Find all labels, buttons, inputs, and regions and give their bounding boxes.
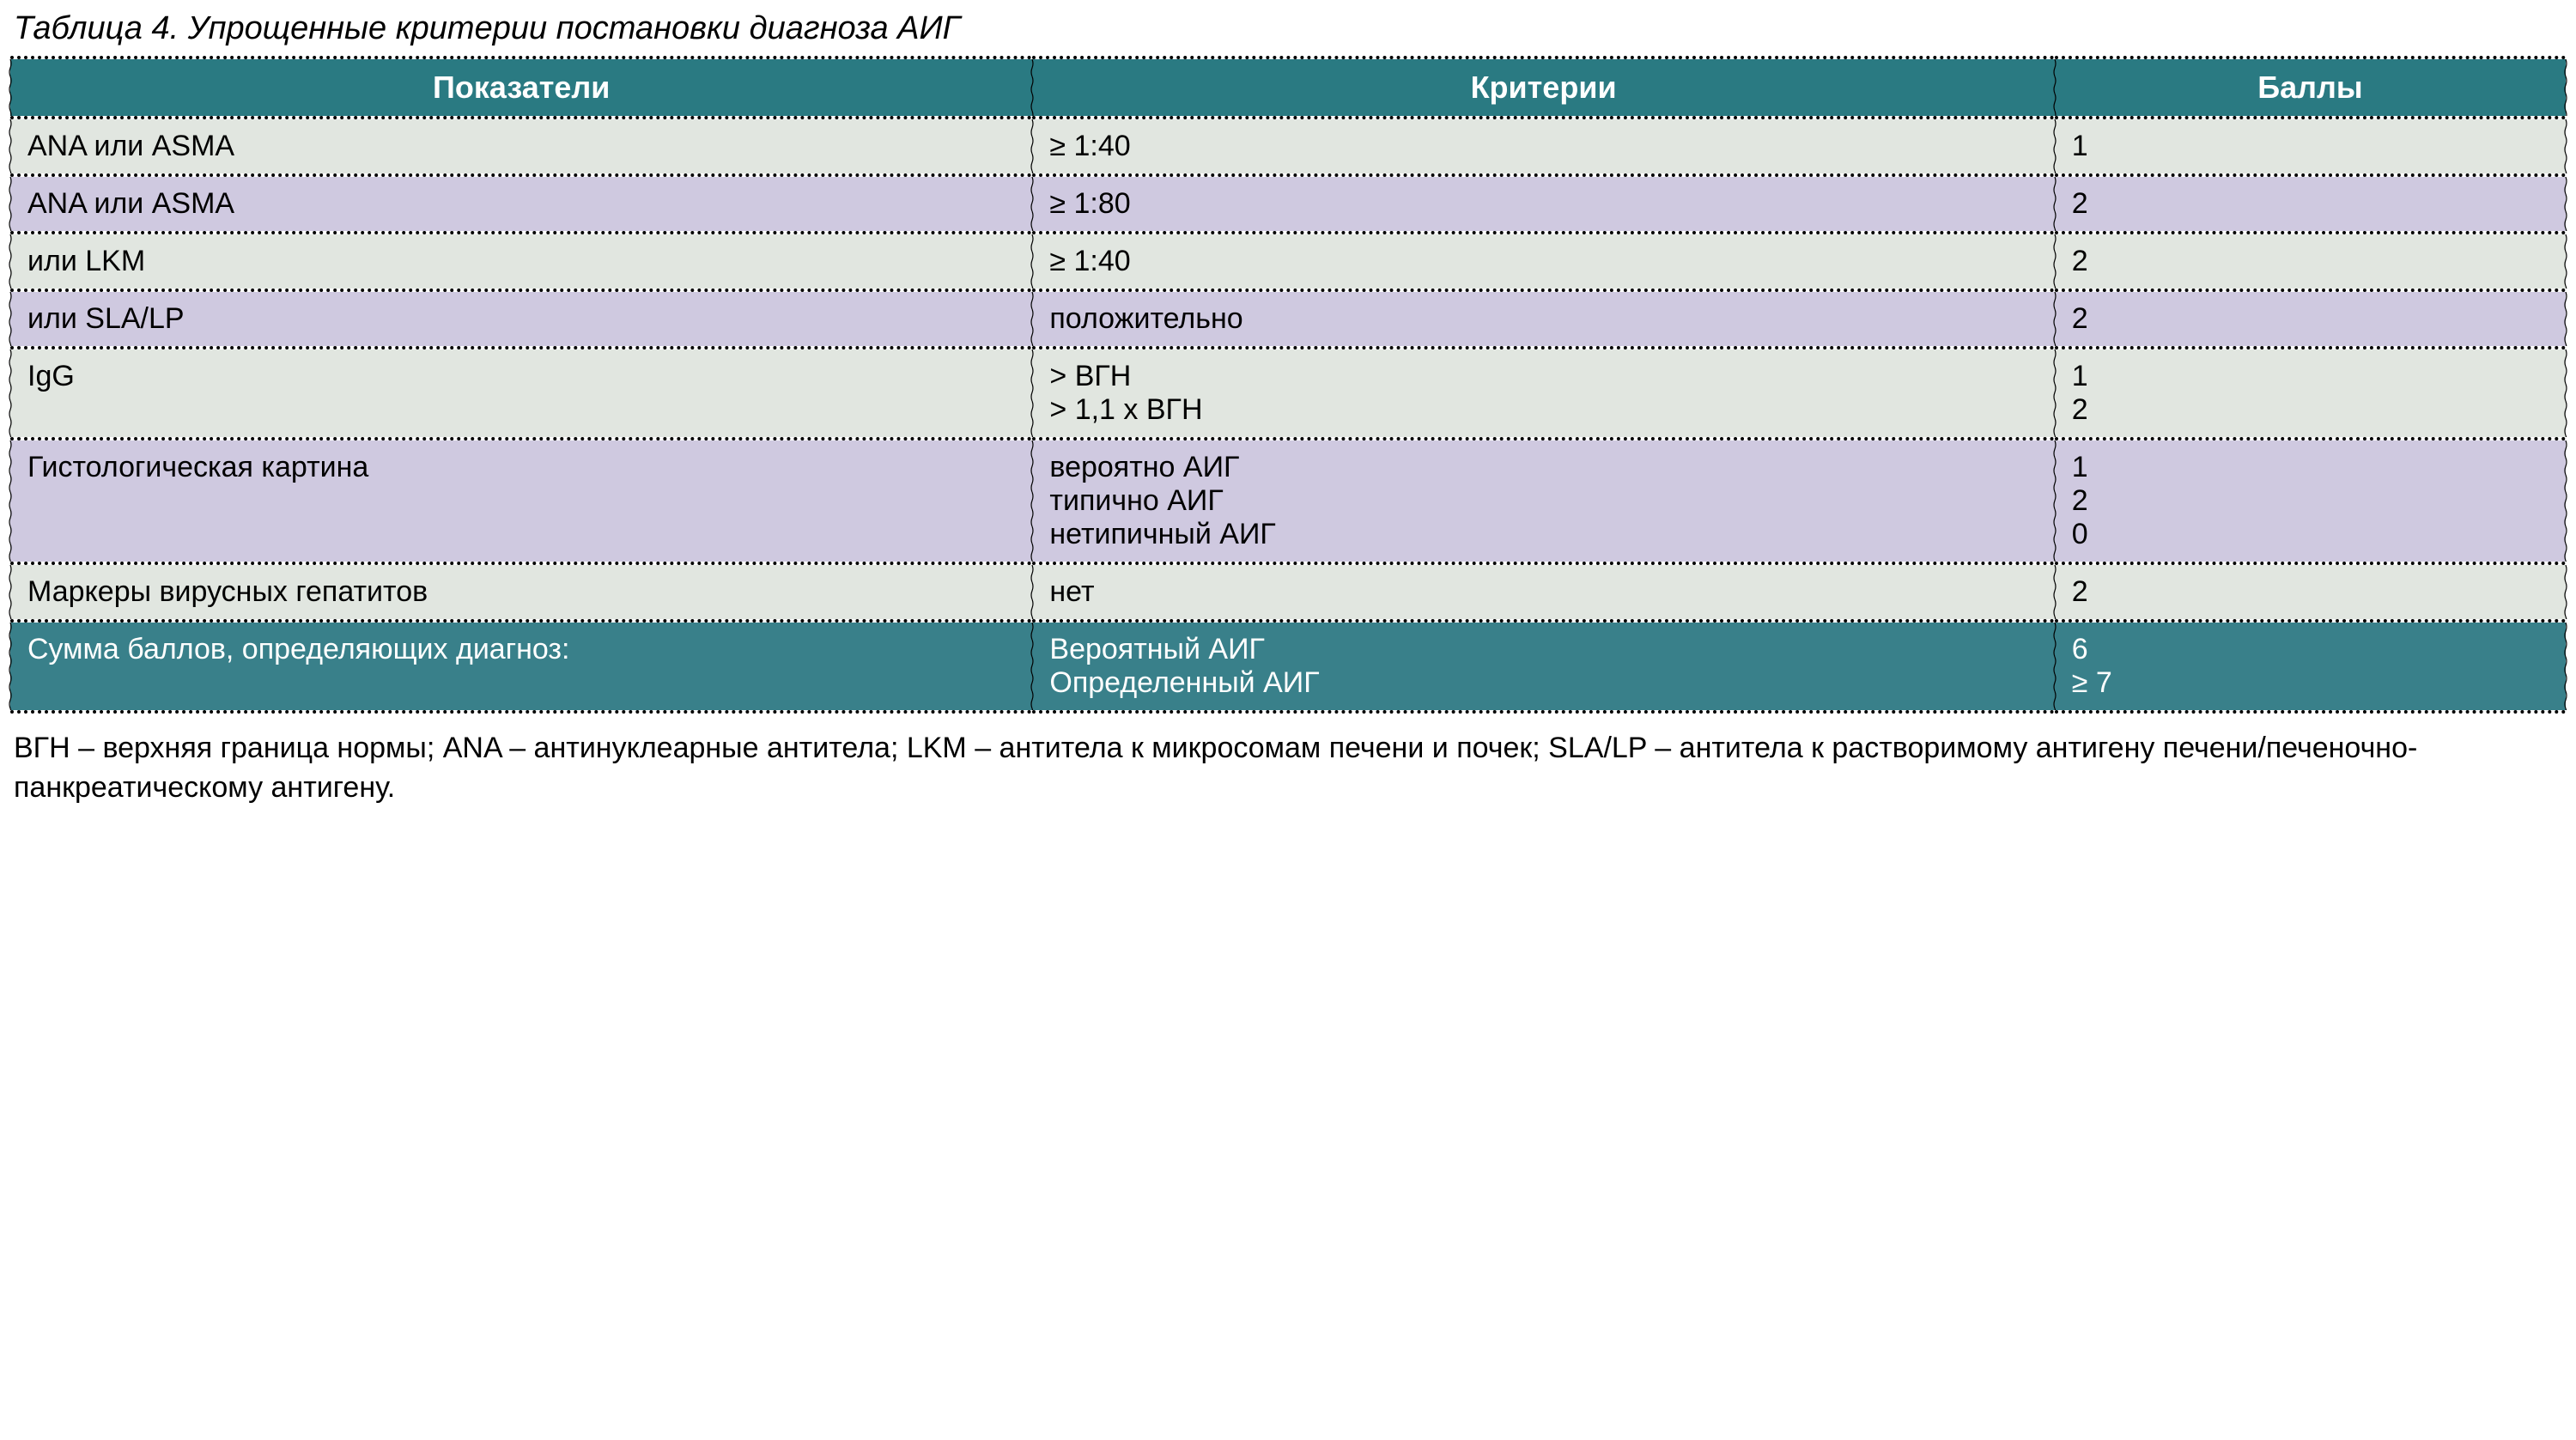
cell-indicator: IgG (10, 348, 1032, 439)
cell-score: 1 2 (2055, 348, 2566, 439)
cell-score: 2 (2055, 290, 2566, 348)
cell-indicator: или SLA/LP (10, 290, 1032, 348)
table-header-row: Показатели Критерии Баллы (10, 58, 2566, 118)
table-row: IgG> ВГН > 1,1 х ВГН1 2 (10, 348, 2566, 439)
cell-score: 2 (2055, 175, 2566, 233)
cell-criteria: ≥ 1:40 (1032, 118, 2054, 175)
table-footnote: ВГН – верхняя граница нормы; ANA – антин… (14, 729, 2562, 808)
cell-score: 2 (2055, 563, 2566, 621)
table-summary-row: Сумма баллов, определяющих диагноз:Вероя… (10, 621, 2566, 712)
cell-criteria: ≥ 1:40 (1032, 233, 2054, 290)
table-row: Маркеры вирусных гепатитовнет2 (10, 563, 2566, 621)
header-score: Баллы (2055, 58, 2566, 118)
cell-criteria: вероятно АИГ типично АИГ нетипичный АИГ (1032, 439, 2054, 563)
table-row: или SLA/LPположительно2 (10, 290, 2566, 348)
header-indicators: Показатели (10, 58, 1032, 118)
table-row: Гистологическая картинавероятно АИГ типи… (10, 439, 2566, 563)
table-row: или LKM≥ 1:402 (10, 233, 2566, 290)
cell-indicator: Гистологическая картина (10, 439, 1032, 563)
cell-score: 6 ≥ 7 (2055, 621, 2566, 712)
cell-criteria: Вероятный АИГ Определенный АИГ (1032, 621, 2054, 712)
cell-indicator: или LKM (10, 233, 1032, 290)
cell-indicator: Сумма баллов, определяющих диагноз: (10, 621, 1032, 712)
cell-criteria: ≥ 1:80 (1032, 175, 2054, 233)
cell-criteria: нет (1032, 563, 2054, 621)
table-body: ANA или ASMA≥ 1:401ANA или ASMA≥ 1:802ил… (10, 118, 2566, 712)
table-caption: Таблица 4. Упрощенные критерии постановк… (14, 10, 2566, 47)
cell-indicator: ANA или ASMA (10, 175, 1032, 233)
table-row: ANA или ASMA≥ 1:401 (10, 118, 2566, 175)
table-row: ANA или ASMA≥ 1:802 (10, 175, 2566, 233)
cell-indicator: Маркеры вирусных гепатитов (10, 563, 1032, 621)
cell-criteria: положительно (1032, 290, 2054, 348)
header-criteria: Критерии (1032, 58, 2054, 118)
cell-score: 2 (2055, 233, 2566, 290)
criteria-table: Показатели Критерии Баллы ANA или ASMA≥ … (10, 56, 2566, 714)
cell-score: 1 2 0 (2055, 439, 2566, 563)
cell-score: 1 (2055, 118, 2566, 175)
cell-criteria: > ВГН > 1,1 х ВГН (1032, 348, 2054, 439)
cell-indicator: ANA или ASMA (10, 118, 1032, 175)
